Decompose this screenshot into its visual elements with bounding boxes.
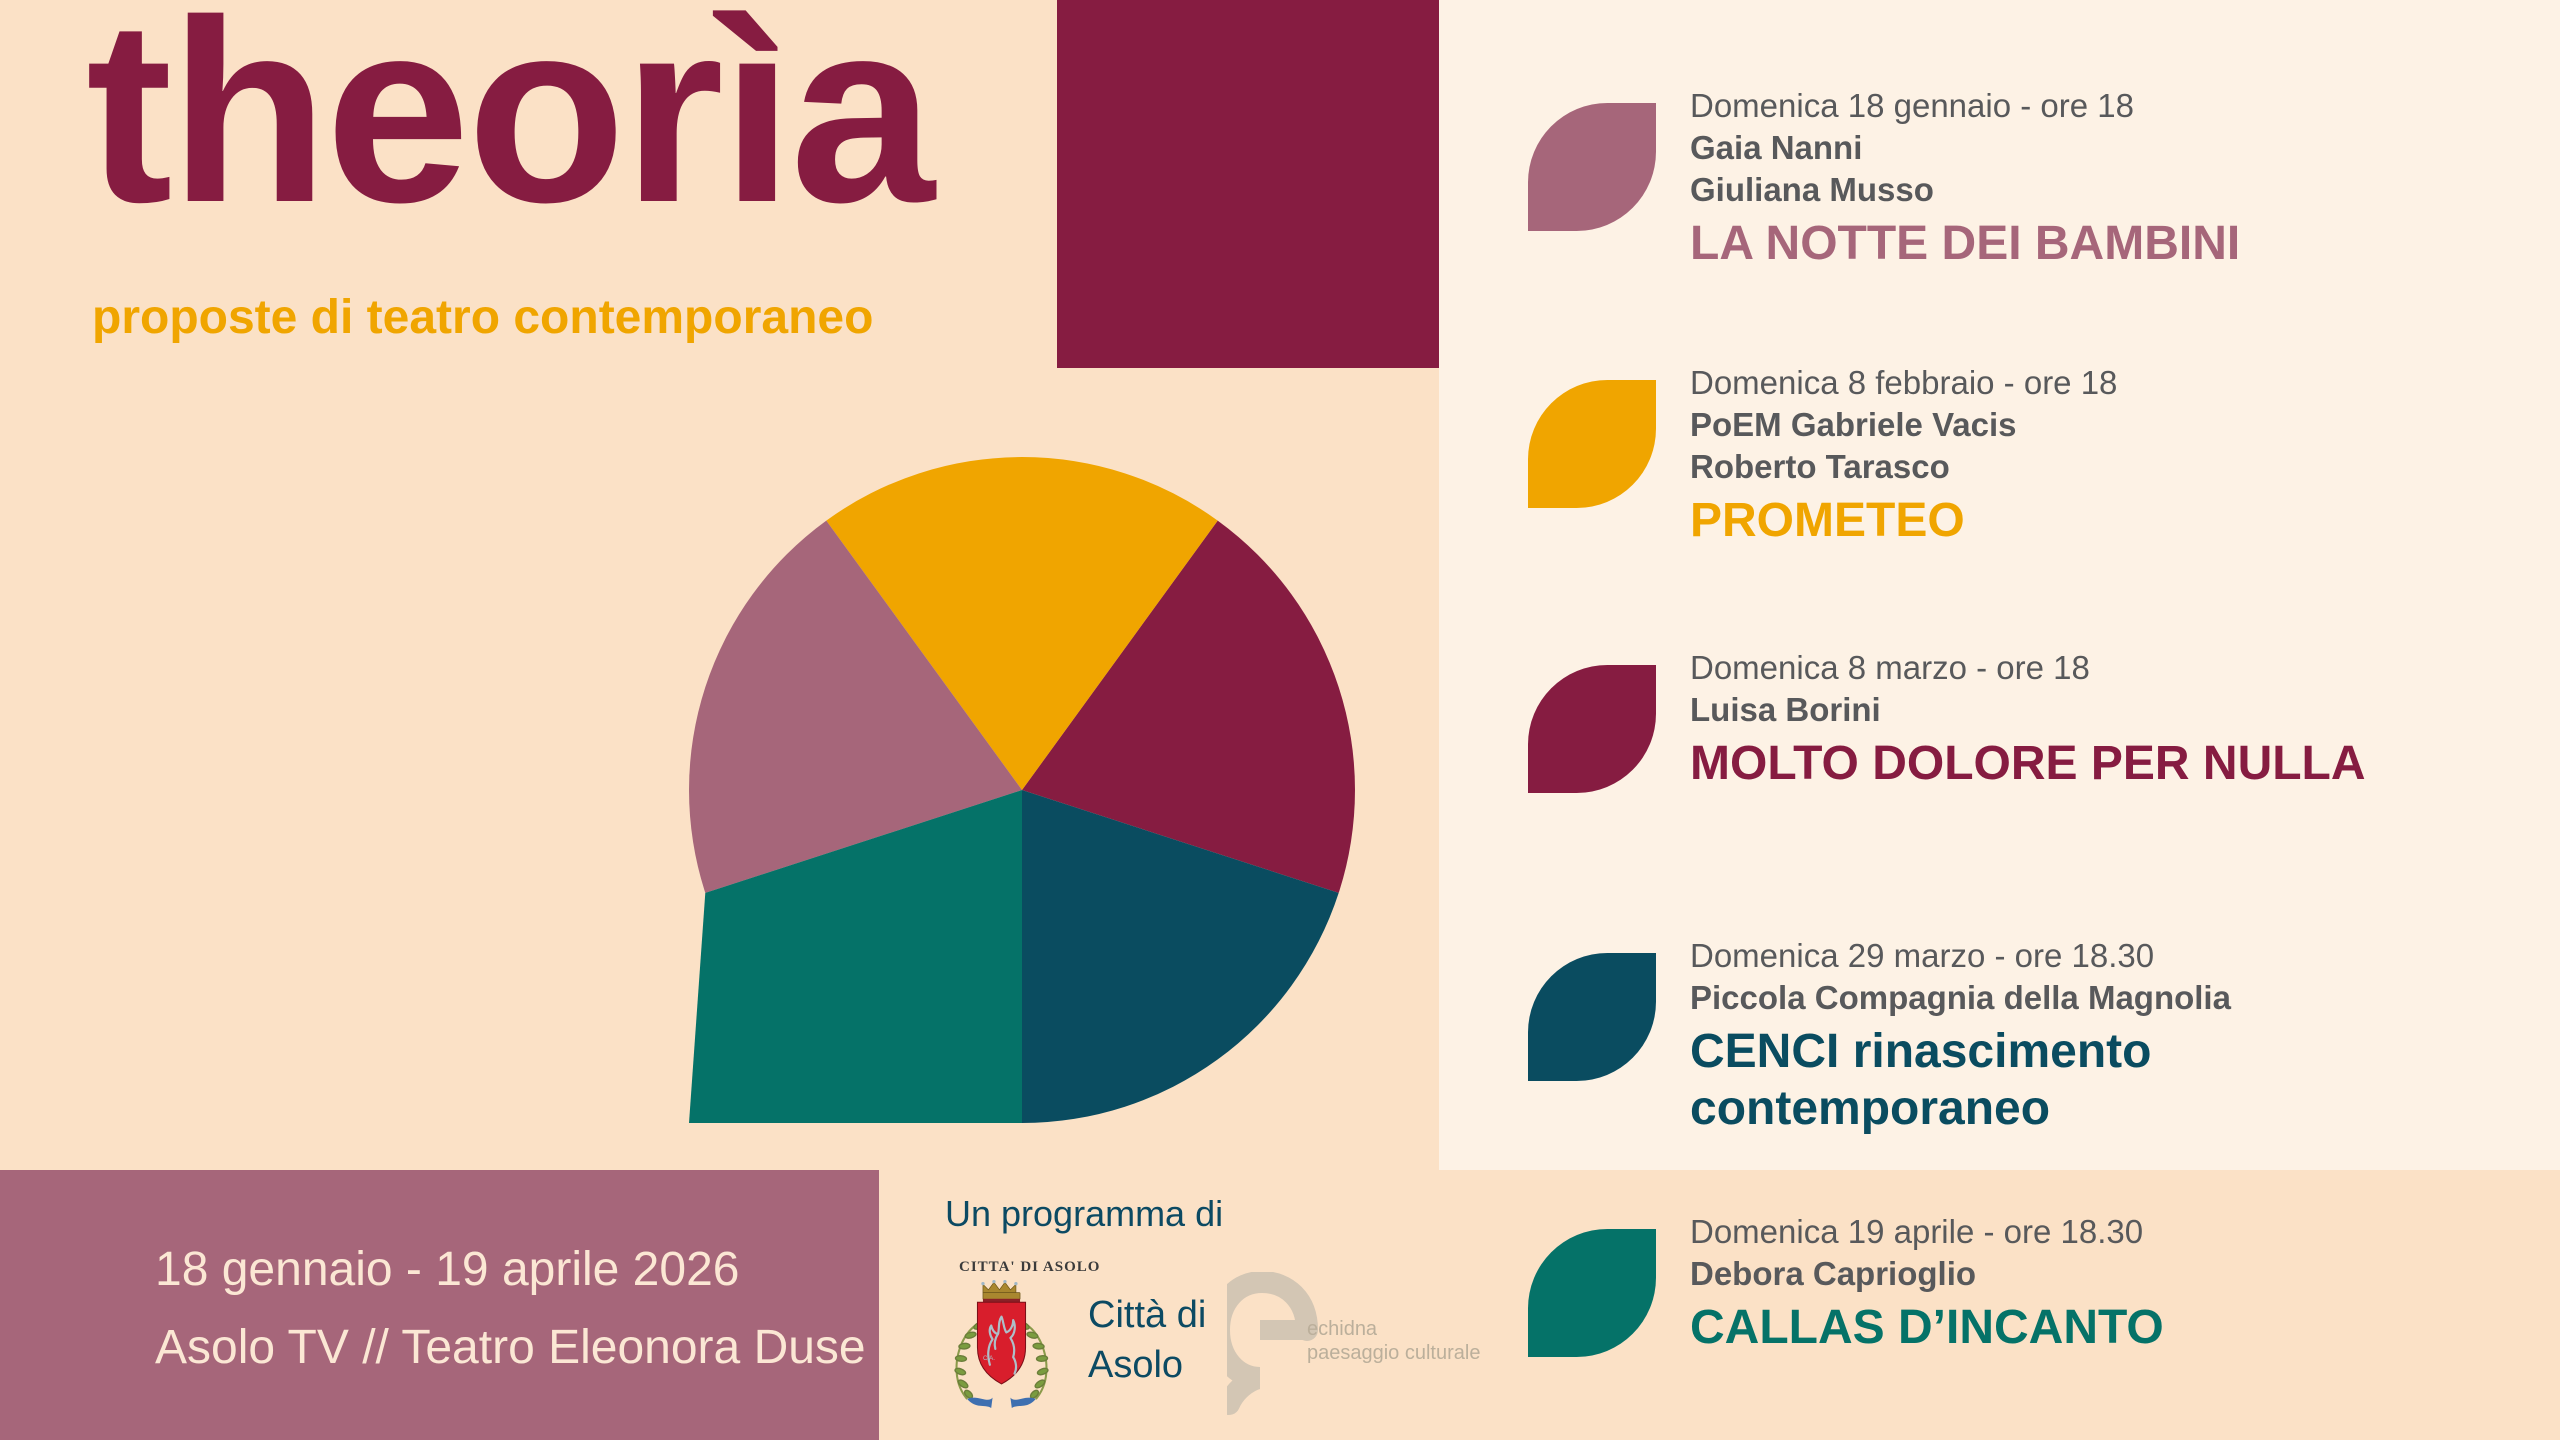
svg-text:paesaggio culturale: paesaggio culturale [1307, 1342, 1480, 1364]
svg-text:C.A.: C.A. [983, 1355, 995, 1362]
svg-text:echidna: echidna [1307, 1318, 1378, 1340]
